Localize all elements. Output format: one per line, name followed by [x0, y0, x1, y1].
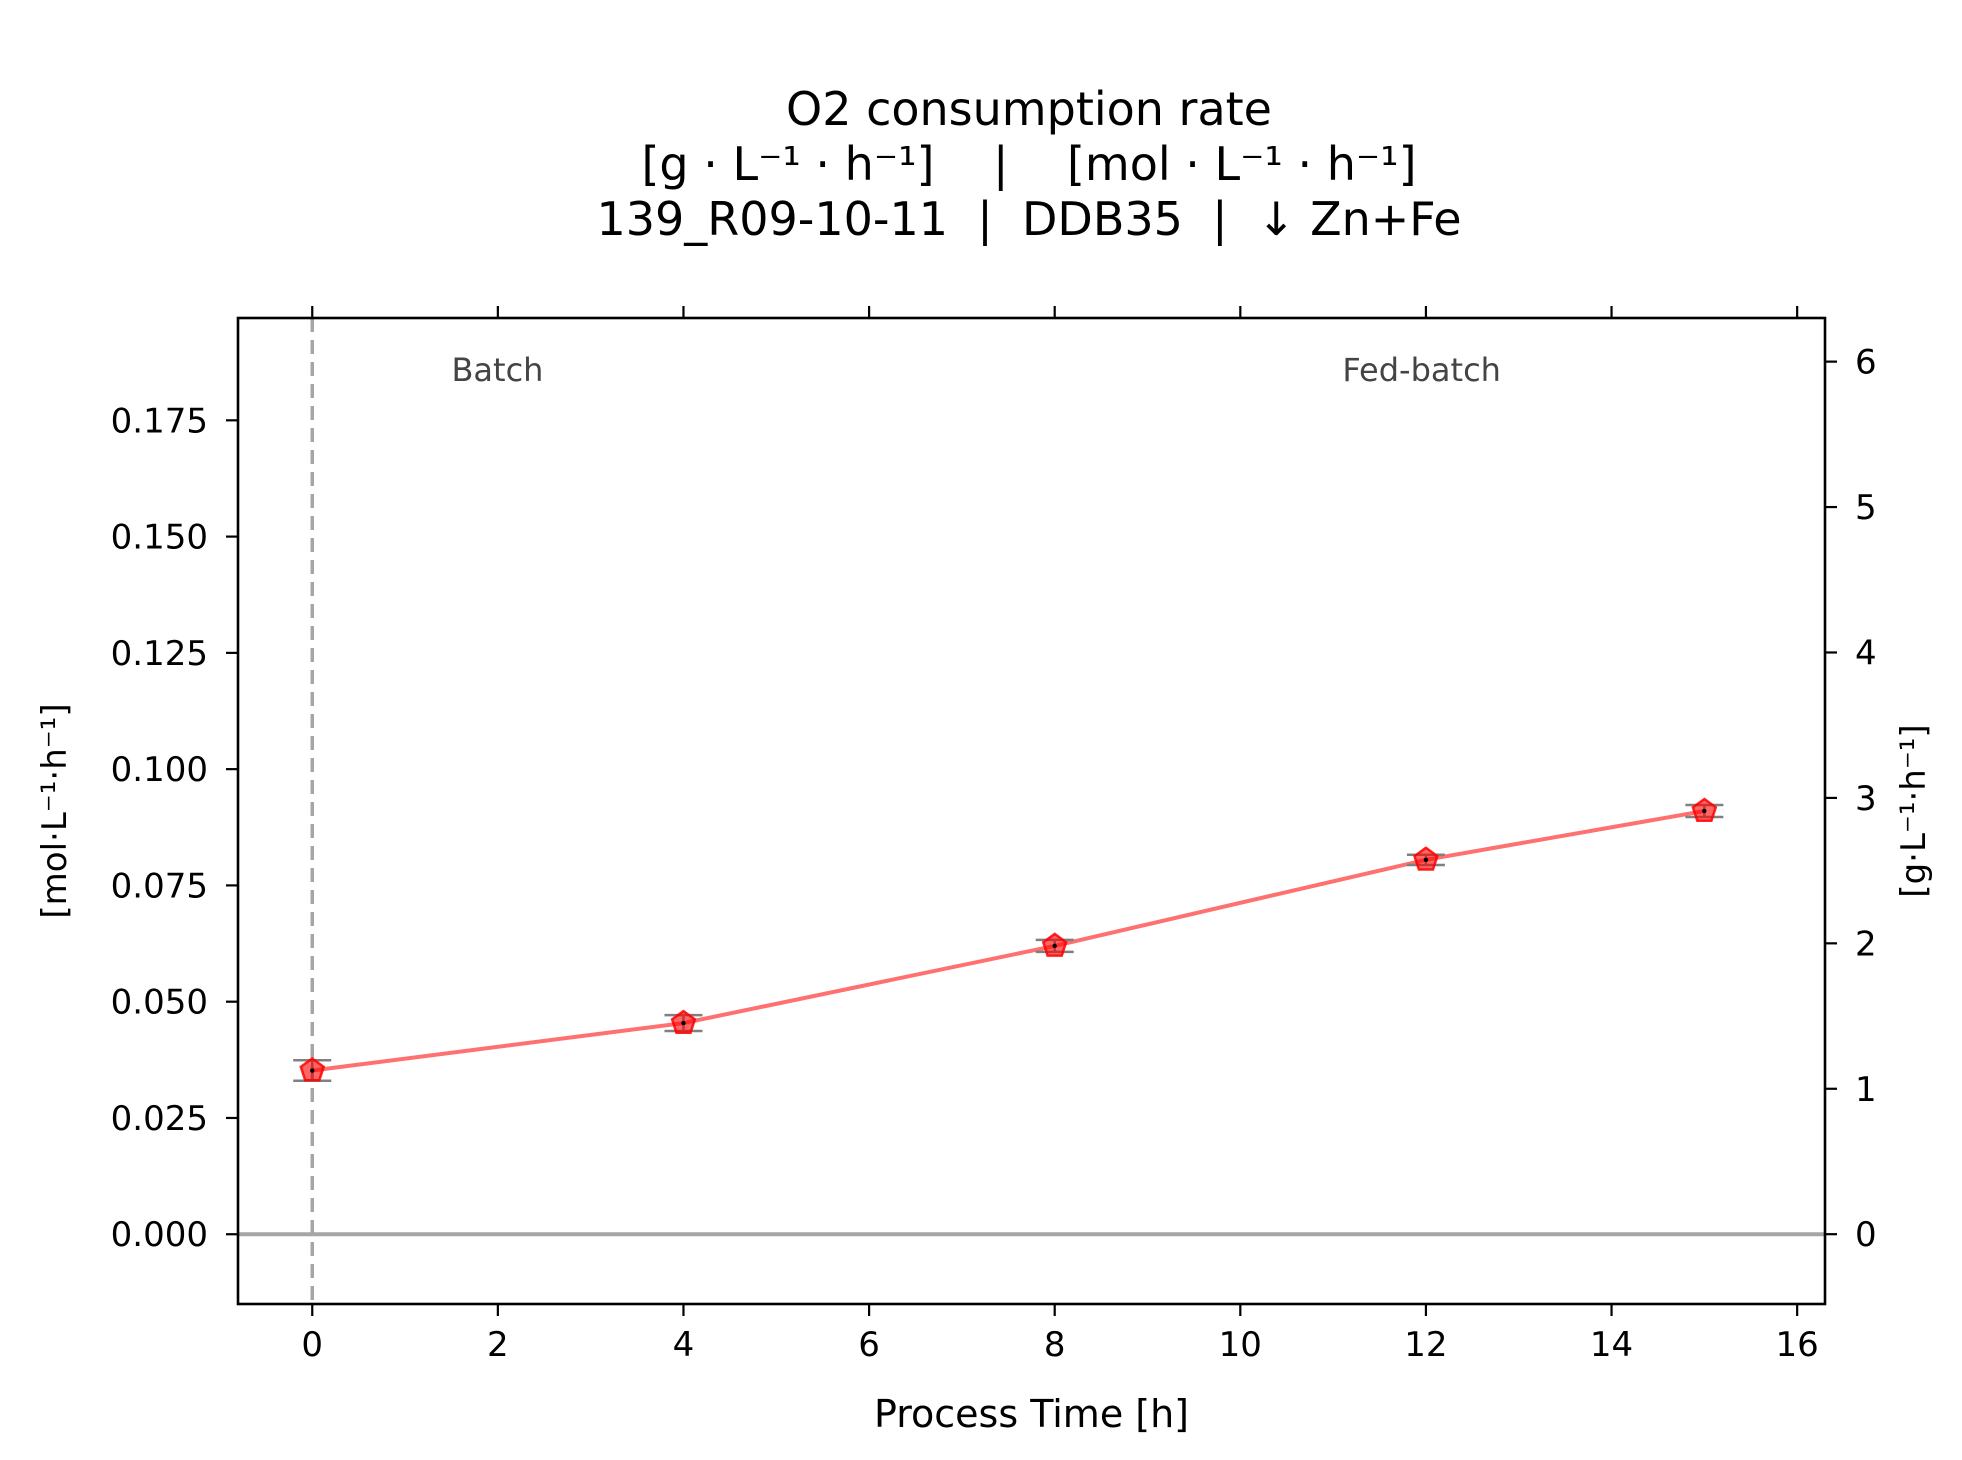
data-point-center	[1052, 943, 1057, 949]
x-tick-label: 14	[1590, 1325, 1633, 1365]
phase-label-fed-batch: Fed-batch	[1342, 351, 1501, 389]
y-left-tick-label: 0.000	[111, 1215, 208, 1255]
chart-subtitle-units: [g · L⁻¹ · h⁻¹] | [mol · L⁻¹ · h⁻¹]	[641, 137, 1417, 191]
y-axis-right-label: [g·L⁻¹·h⁻¹]	[1894, 724, 1934, 897]
y-left-tick-label: 0.050	[111, 983, 208, 1023]
x-tick-label: 0	[301, 1325, 323, 1365]
x-tick-label: 12	[1404, 1325, 1447, 1365]
data-point-center	[1702, 808, 1707, 814]
x-tick-label: 6	[858, 1325, 880, 1365]
y-right-tick-label: 1	[1855, 1070, 1877, 1110]
x-tick-label: 4	[673, 1325, 695, 1365]
y-right-tick-label: 6	[1855, 343, 1877, 383]
y-left-tick-label: 0.100	[111, 750, 208, 790]
y-axis-left-label: [mol·L⁻¹·h⁻¹]	[35, 703, 75, 918]
series-line	[311, 809, 1705, 1073]
y-right-tick-label: 3	[1855, 779, 1877, 819]
x-tick-label: 16	[1776, 1325, 1819, 1365]
x-axis-label: Process Time [h]	[874, 1392, 1189, 1436]
data-point-center	[310, 1068, 315, 1073]
y-left-tick-label: 0.075	[111, 866, 208, 906]
y-axis-left: 0.000 0.025 0.050 0.075 0.100 0.125 0.150 0.175	[111, 401, 238, 1255]
phase-label-batch: Batch	[451, 351, 543, 389]
x-tick-label: 8	[1044, 1325, 1066, 1365]
plot-frame	[236, 316, 1827, 1306]
y-right-tick-label: 4	[1855, 633, 1877, 673]
y-right-tick-label: 2	[1855, 924, 1877, 964]
y-right-tick-label: 5	[1855, 488, 1877, 528]
y-left-tick-label: 0.150	[111, 518, 208, 558]
y-right-tick-label: 0	[1855, 1215, 1877, 1255]
y-left-tick-label: 0.125	[111, 634, 208, 674]
plot-area: Batch Fed-batch	[238, 318, 1825, 1304]
y-axis-right: 0 1 2 3 4 5 6	[1825, 343, 1877, 1255]
x-tick-label: 10	[1219, 1325, 1262, 1365]
chart-title: O2 consumption rate	[786, 82, 1272, 136]
chart-subtitle-run: 139_R09-10-11 | DDB35 | ↓ Zn+Fe	[596, 192, 1462, 246]
y-left-tick-label: 0.025	[111, 1099, 208, 1139]
data-point-center	[1423, 857, 1429, 863]
data-point-center	[681, 1020, 686, 1026]
x-axis: 0 2 4 6 8 10 12 14 16	[301, 306, 1819, 1365]
x-tick-label: 2	[487, 1325, 509, 1365]
y-left-tick-label: 0.175	[111, 401, 208, 441]
